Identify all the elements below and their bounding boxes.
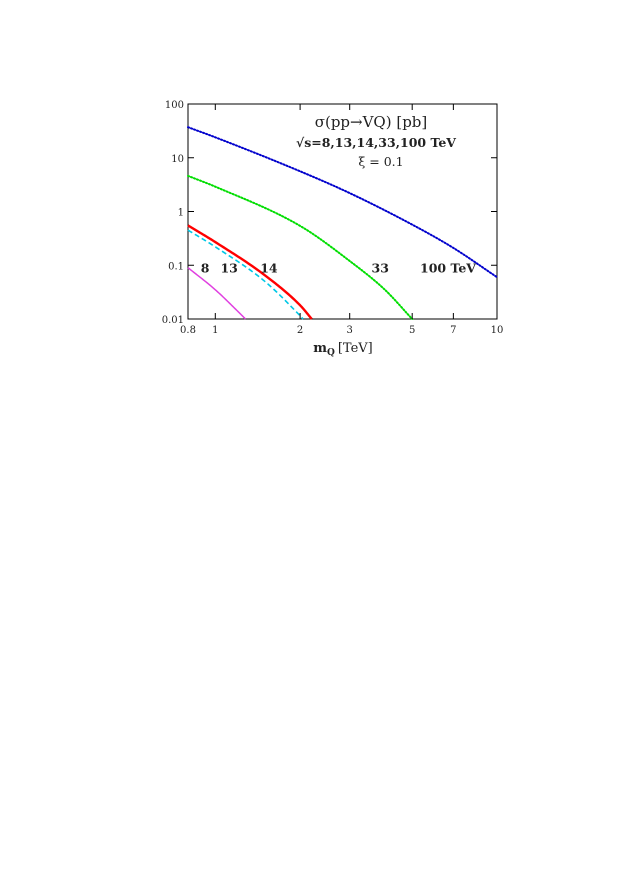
y-tick-label: 10	[171, 154, 184, 165]
chart-subtitle: √s=8,13,14,33,100 TeV	[296, 135, 456, 150]
x-axis-label-main: m	[313, 341, 327, 356]
series-13-line	[187, 229, 304, 320]
x-tick-label: 2	[297, 325, 303, 336]
curve-label-33: 33	[372, 261, 389, 276]
series-layer	[187, 126, 498, 320]
curve-label-13: 13	[220, 261, 237, 276]
chart-title: σ(pp→VQ) [pb]	[315, 113, 428, 131]
x-axis-label-sub: Q	[327, 348, 335, 358]
x-tick-label: 10	[491, 325, 504, 336]
x-tick-label: 0.8	[180, 325, 196, 336]
x-tick-label: 3	[347, 325, 353, 336]
y-tick-label: 100	[165, 100, 184, 111]
ticks-layer: 0.8 1 2 3 5 7 10 0.01 0.1 1 10 100	[162, 100, 504, 336]
y-tick-label: 0.1	[168, 261, 184, 272]
x-tick-label: 1	[212, 325, 218, 336]
annotation-layer: 8 13 14 33 100 TeV	[201, 261, 477, 276]
x-tick-label: 7	[450, 325, 456, 336]
curve-label-8: 8	[201, 261, 210, 276]
series-8-line	[187, 267, 247, 320]
x-axis-label: mQ [TeV]	[313, 341, 373, 358]
series-100-tev-line	[187, 126, 498, 279]
curve-label-14: 14	[260, 261, 278, 276]
x-tick-label: 5	[409, 325, 415, 336]
chart-parameter: ξ = 0.1	[358, 154, 403, 169]
series-33-line	[187, 174, 414, 320]
x-axis-label-unit: [TeV]	[338, 341, 373, 356]
y-tick-label: 1	[178, 208, 184, 219]
y-tick-label: 0.01	[162, 315, 184, 326]
curve-label-100-tev: 100 TeV	[420, 261, 476, 276]
series-14-line	[187, 224, 313, 320]
